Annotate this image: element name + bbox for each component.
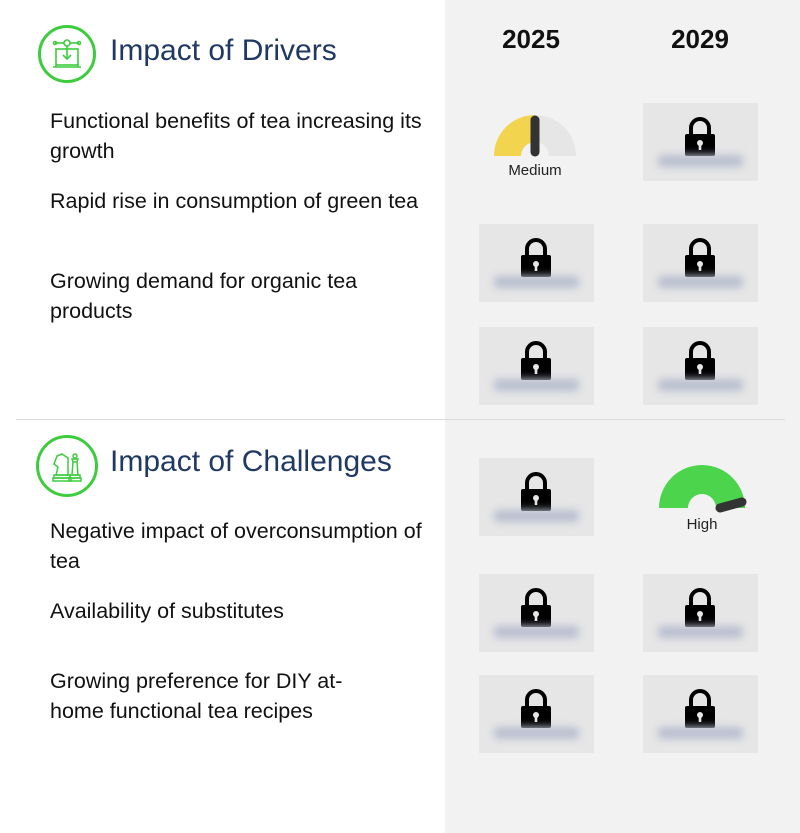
- blurred-value: [494, 727, 579, 739]
- year-header-2029: 2029: [671, 24, 729, 54]
- locked-cell[interactable]: [479, 675, 594, 753]
- blurred-value: [494, 626, 579, 638]
- section-divider: [16, 419, 785, 420]
- blurred-value: [658, 626, 743, 638]
- year-header-2025: 2025: [502, 24, 560, 54]
- locked-cell[interactable]: [643, 224, 758, 302]
- locked-cell[interactable]: [479, 327, 594, 405]
- gauge-needle: [715, 497, 747, 513]
- driver-item: Functional benefits of tea increasing it…: [50, 109, 422, 163]
- locked-cell[interactable]: [479, 574, 594, 652]
- locked-cell[interactable]: [643, 327, 758, 405]
- blurred-value: [658, 276, 743, 288]
- padlock-icon: [685, 117, 715, 156]
- blurred-value: [658, 379, 743, 391]
- blurred-value: [494, 510, 579, 522]
- machine-download-icon: [38, 25, 96, 83]
- blurred-value: [658, 727, 743, 739]
- locked-cell[interactable]: [643, 103, 758, 181]
- gauge-level-label: High: [686, 516, 718, 533]
- driver-item: Growing demand for organic tea products: [50, 269, 358, 323]
- padlock-icon: [521, 689, 551, 728]
- padlock-icon: [521, 341, 551, 380]
- padlock-icon: [685, 689, 715, 728]
- locked-cell[interactable]: [479, 458, 594, 536]
- padlock-icon: [521, 588, 551, 627]
- locked-cell[interactable]: [643, 574, 758, 652]
- locked-cell[interactable]: [479, 224, 594, 302]
- challenge-item: Availability of substitutes: [50, 599, 284, 623]
- padlock-icon: [521, 238, 551, 277]
- challenges-title: Impact of Challenges: [110, 445, 392, 478]
- impact-gauge-medium: Medium: [475, 112, 595, 192]
- blurred-value: [494, 276, 579, 288]
- driver-item: Rapid rise in consumption of green tea: [50, 189, 419, 213]
- gauge-fill: [659, 465, 745, 508]
- blurred-value: [658, 155, 743, 167]
- padlock-icon: [685, 588, 715, 627]
- gauge-fill: [494, 115, 535, 156]
- gauge-level-label: Medium: [508, 162, 562, 179]
- padlock-icon: [685, 341, 715, 380]
- challenge-item: Growing preference for DIY at-home funct…: [50, 669, 343, 723]
- blurred-value: [494, 379, 579, 391]
- impact-gauge-high: High: [642, 464, 762, 544]
- drivers-title: Impact of Drivers: [110, 34, 337, 67]
- padlock-icon: [685, 238, 715, 277]
- padlock-icon: [521, 472, 551, 511]
- challenge-item: Negative impact of overconsumption of te…: [50, 519, 422, 573]
- locked-cell[interactable]: [643, 675, 758, 753]
- chess-pieces-icon: [36, 435, 98, 497]
